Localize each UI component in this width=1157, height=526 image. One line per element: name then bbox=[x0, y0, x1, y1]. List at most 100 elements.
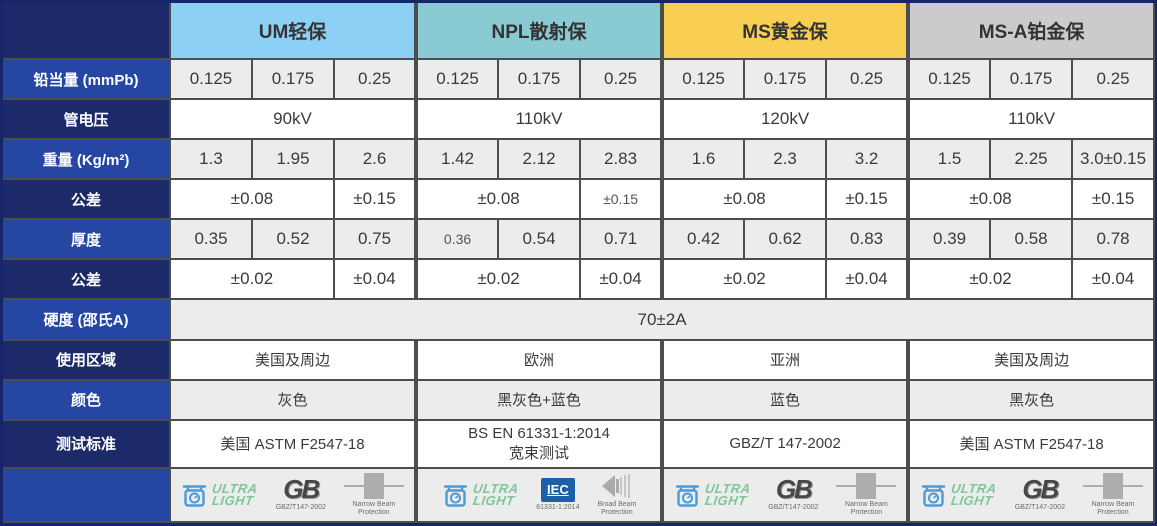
gb-certification-logo: GB GBZ/T147-2002 bbox=[768, 474, 819, 511]
cell: GBZ/T 147-2002 bbox=[660, 418, 910, 469]
cell: 0.125 bbox=[906, 58, 992, 101]
cell: ±0.02 bbox=[169, 258, 335, 301]
cell: 1.95 bbox=[251, 138, 335, 181]
cell: 0.175 bbox=[743, 58, 828, 101]
row-hardness: 硬度 (邵氏A) 70±2A bbox=[3, 298, 1156, 341]
cell: 3.0±0.15 bbox=[1071, 138, 1156, 181]
cell: 1.42 bbox=[414, 138, 500, 181]
cell: 美国及周边 bbox=[168, 338, 418, 381]
ultra-light-logo: ULTRA LIGHT bbox=[920, 481, 998, 508]
cell: 0.125 bbox=[169, 58, 253, 101]
cell: 0.25 bbox=[1071, 58, 1156, 101]
narrow-beam-glyph bbox=[343, 472, 404, 499]
cell: ±0.15 bbox=[1071, 178, 1156, 221]
iec-standard-number: 61331-1:2014 bbox=[536, 503, 580, 511]
cell: 2.83 bbox=[579, 138, 664, 181]
cell: 0.83 bbox=[825, 218, 910, 261]
row-label-color: 颜色 bbox=[3, 378, 171, 421]
gb-logo-text: GB bbox=[775, 474, 813, 505]
narrow-beam-protection-icon: Narrow Beam Protection bbox=[343, 472, 404, 517]
cell: 110kV bbox=[414, 98, 664, 141]
cell: 0.71 bbox=[579, 218, 664, 261]
narrow-beam-label: Narrow Beam Protection bbox=[1091, 500, 1135, 516]
row-thickness: 厚度 0.35 0.52 0.75 0.36 0.54 0.71 0.42 0.… bbox=[3, 218, 1156, 261]
cell-hardness-value: 70±2A bbox=[168, 298, 1156, 341]
cell: ±0.08 bbox=[906, 178, 1074, 221]
row-label-lead-equivalence: 铅当量 (mmPb) bbox=[3, 58, 171, 101]
broad-beam-protection-icon: Broad Beam Protection bbox=[597, 473, 636, 517]
product-header-ms: MS黄金保 bbox=[660, 3, 910, 61]
header-row: UM轻保 NPL散射保 MS黄金保 MS-A铂金保 bbox=[3, 3, 1156, 61]
ultra-light-logo: ULTRA LIGHT bbox=[674, 481, 751, 508]
row-label-hardness: 硬度 (邵氏A) bbox=[3, 298, 171, 341]
cell: ±0.15 bbox=[579, 178, 664, 221]
scale-icon bbox=[443, 485, 467, 507]
ultra-light-text-2: LIGHT bbox=[471, 492, 516, 508]
certifications-npl: ULTRA LIGHT IEC 61331-1:2014 bbox=[414, 466, 664, 524]
row-label-weight: 重量 (Kg/m²) bbox=[3, 138, 171, 181]
cell: 0.175 bbox=[989, 58, 1074, 101]
cell: 0.58 bbox=[989, 218, 1074, 261]
scale-icon bbox=[182, 485, 207, 507]
cell: 亚洲 bbox=[660, 338, 910, 381]
cell: ±0.02 bbox=[660, 258, 828, 301]
cell: 0.25 bbox=[332, 58, 418, 101]
cell: 0.175 bbox=[497, 58, 582, 101]
cell: ±0.02 bbox=[414, 258, 582, 301]
gb-standard-number: GBZ/T147-2002 bbox=[1014, 503, 1065, 511]
cell: 0.78 bbox=[1071, 218, 1156, 261]
gb-standard-number: GBZ/T147-2002 bbox=[768, 503, 819, 511]
row-usage-region: 使用区域 美国及周边 欧洲 亚洲 美国及周边 bbox=[3, 338, 1156, 381]
cell: 美国 ASTM F2547-18 bbox=[168, 418, 418, 469]
narrow-beam-protection-icon: Narrow Beam Protection bbox=[836, 472, 897, 517]
gb-logo-text: GB bbox=[1022, 474, 1059, 505]
cell: ±0.02 bbox=[906, 258, 1074, 301]
gb-certification-logo: GB GBZ/T147-2002 bbox=[1014, 474, 1065, 511]
row-color: 颜色 灰色 黑灰色+蓝色 蓝色 黑灰色 bbox=[3, 378, 1156, 421]
row-label-tolerance: 公差 bbox=[3, 178, 171, 221]
product-spec-table: UM轻保 NPL散射保 MS黄金保 MS-A铂金保 铅当量 (mmPb) 0.1… bbox=[3, 3, 1156, 524]
cell: 0.125 bbox=[660, 58, 746, 101]
narrow-beam-glyph bbox=[1082, 472, 1143, 499]
row-thickness-tolerance: 公差 ±0.02 ±0.04 ±0.02 ±0.04 ±0.02 ±0.04 ±… bbox=[3, 258, 1156, 301]
iec-logo-text: IEC bbox=[540, 477, 575, 502]
cell: BS EN 61331-1:2014 宽束测试 bbox=[414, 418, 664, 469]
row-label-thickness: 厚度 bbox=[3, 218, 171, 261]
cell: 2.3 bbox=[743, 138, 828, 181]
cell: 0.62 bbox=[743, 218, 828, 261]
broad-beam-glyph bbox=[601, 473, 630, 498]
cell: 0.52 bbox=[251, 218, 335, 261]
cell: 黑灰色+蓝色 bbox=[414, 378, 664, 421]
cell: 2.12 bbox=[497, 138, 582, 181]
cell: 120kV bbox=[660, 98, 910, 141]
row-label-certifications bbox=[3, 466, 171, 524]
ultra-light-logo: ULTRA LIGHT bbox=[181, 481, 259, 508]
cell: ±0.08 bbox=[660, 178, 828, 221]
cell: 0.125 bbox=[414, 58, 500, 101]
cell: 0.36 bbox=[414, 218, 500, 261]
cell: 美国及周边 bbox=[906, 338, 1156, 381]
cell: 0.75 bbox=[332, 218, 418, 261]
gb-logo-text: GB bbox=[283, 474, 320, 505]
cell: 0.35 bbox=[169, 218, 253, 261]
ultra-light-logo: ULTRA LIGHT bbox=[442, 481, 519, 508]
row-certifications: ULTRA LIGHT GB GBZ/T147-2002 Narrow Beam… bbox=[3, 466, 1156, 524]
iec-certification-logo: IEC 61331-1:2014 bbox=[536, 477, 580, 512]
cell: 1.3 bbox=[169, 138, 253, 181]
cell: ±0.08 bbox=[414, 178, 582, 221]
row-label-tolerance: 公差 bbox=[3, 258, 171, 301]
narrow-beam-protection-icon: Narrow Beam Protection bbox=[1082, 472, 1143, 517]
row-label-test-standard: 测试标准 bbox=[3, 418, 171, 469]
gb-certification-logo: GB GBZ/T147-2002 bbox=[276, 474, 326, 511]
row-weight: 重量 (Kg/m²) 1.3 1.95 2.6 1.42 2.12 2.83 1… bbox=[3, 138, 1156, 181]
cell: 2.25 bbox=[989, 138, 1074, 181]
row-lead-equivalence: 铅当量 (mmPb) 0.125 0.175 0.25 0.125 0.175 … bbox=[3, 58, 1156, 101]
ultra-light-text-2: LIGHT bbox=[211, 492, 255, 508]
cell: 0.54 bbox=[497, 218, 582, 261]
cell: 3.2 bbox=[825, 138, 910, 181]
cell: 1.5 bbox=[906, 138, 992, 181]
product-header-msa: MS-A铂金保 bbox=[906, 3, 1156, 61]
product-header-um: UM轻保 bbox=[168, 3, 418, 61]
certifications-msa: ULTRA LIGHT GB GBZ/T147-2002 Narrow Beam… bbox=[906, 466, 1156, 524]
cell: 1.6 bbox=[660, 138, 746, 181]
